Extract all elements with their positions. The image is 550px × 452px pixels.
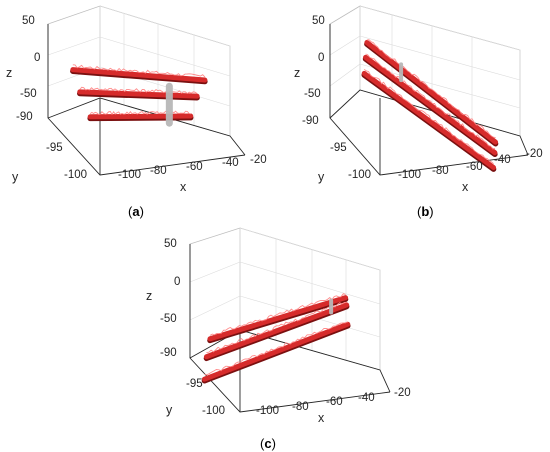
panel-b-xtick--80: -80 bbox=[432, 165, 449, 177]
panel-c-ztick--50: -50 bbox=[160, 313, 177, 325]
panel-c-caption: (c) bbox=[260, 436, 276, 451]
panel-b-xtick--20: -20 bbox=[526, 148, 543, 160]
panel-c-ytick--95: -95 bbox=[186, 378, 203, 390]
panel-b: 50 0 -50 -90 -95 -100 -100 -80 -60 -40 -… bbox=[294, 5, 543, 219]
panel-a-rod-1 bbox=[70, 67, 208, 83]
panel-a-rod-2-texture bbox=[79, 86, 198, 95]
panel-a-xtick--80: -80 bbox=[150, 165, 167, 177]
panel-a-caption: (a) bbox=[128, 204, 144, 219]
panel-b-xtick--100: -100 bbox=[398, 169, 421, 181]
panel-c-xtick--20: -20 bbox=[394, 387, 411, 399]
panel-a-xtick--60: -60 bbox=[186, 161, 203, 173]
panel-a-rod-3-texture bbox=[89, 110, 191, 116]
panel-c-xlabel: x bbox=[318, 411, 325, 425]
panel-b-rod-1 bbox=[364, 39, 499, 145]
panel-b-xtick--60: -60 bbox=[466, 161, 483, 173]
panel-b-caption: (b) bbox=[417, 204, 434, 219]
panel-c-xtick--40: -40 bbox=[358, 392, 375, 404]
panel-b-rod-3-texture bbox=[363, 68, 494, 165]
panel-b-rod-2-texture bbox=[365, 53, 495, 150]
panel-c-caption-letter: c bbox=[264, 436, 271, 451]
panel-b-xtick--40: -40 bbox=[494, 154, 511, 166]
panel-c-rod-3 bbox=[201, 321, 351, 382]
panel-b-ytick--100: -100 bbox=[348, 169, 371, 181]
panel-c-xtick--100: -100 bbox=[256, 405, 279, 417]
panel-a-ztick-0: 0 bbox=[34, 52, 40, 64]
panel-c-axes-box bbox=[189, 227, 391, 413]
panel-c-ytick--100: -100 bbox=[202, 405, 225, 417]
panel-c-rods bbox=[201, 293, 351, 384]
panel-c-ytick--90: -90 bbox=[160, 347, 177, 359]
panel-c-rod-2 bbox=[203, 302, 350, 360]
panel-c-rod-2-texture bbox=[206, 301, 347, 354]
panel-c-ylabel: y bbox=[166, 403, 173, 417]
panel-a-zlabel: z bbox=[6, 66, 12, 80]
panel-a-xtick--100: -100 bbox=[118, 169, 141, 181]
panel-c-rod-1-texture bbox=[209, 293, 346, 336]
panel-b-ztick--50: -50 bbox=[304, 88, 321, 100]
panel-a-ytick--90: -90 bbox=[16, 111, 33, 123]
panel-c-xtick--80: -80 bbox=[292, 401, 309, 413]
panel-b-rod-3 bbox=[361, 70, 497, 170]
panel-a-ztick-50: 50 bbox=[22, 15, 35, 27]
panel-b-ytick--95: -95 bbox=[330, 142, 347, 154]
panel-c-tick-labels: 50 0 -50 -90 -95 -100 -100 -80 -60 -40 -… bbox=[146, 238, 411, 425]
panel-a-caption-letter: a bbox=[132, 204, 140, 219]
panel-a-rod-1-texture bbox=[72, 64, 206, 78]
panel-c-zlabel: z bbox=[146, 289, 152, 303]
panel-b-xlabel: x bbox=[462, 180, 469, 194]
panel-b-zlabel: z bbox=[294, 66, 300, 80]
panel-c-ztick-50: 50 bbox=[164, 238, 177, 250]
panel-c: 50 0 -50 -90 -95 -100 -100 -80 -60 -40 -… bbox=[146, 227, 411, 451]
panel-b-rod-1-texture bbox=[366, 39, 496, 139]
panel-a-rod-2 bbox=[77, 89, 200, 99]
panel-c-rod-1 bbox=[207, 295, 349, 342]
panel-a-xtick--40: -40 bbox=[222, 157, 239, 169]
panel-a-rods bbox=[70, 64, 208, 127]
panel-b-rods bbox=[361, 39, 499, 172]
panel-a-tick-labels: 50 0 -50 -90 -95 -100 -100 -80 -60 -40 -… bbox=[6, 15, 267, 194]
panel-b-ztick-50: 50 bbox=[312, 15, 325, 27]
panel-a: 50 0 -50 -90 -95 -100 -100 -80 -60 -40 -… bbox=[6, 5, 267, 219]
panel-a-ztick--50: -50 bbox=[20, 88, 37, 100]
panel-c-xtick--60: -60 bbox=[326, 396, 343, 408]
panel-a-xtick--20: -20 bbox=[250, 154, 267, 166]
panel-b-tick-labels: 50 0 -50 -90 -95 -100 -100 -80 -60 -40 -… bbox=[294, 15, 543, 194]
panel-b-rod-2 bbox=[363, 54, 498, 156]
panel-b-ylabel: y bbox=[318, 170, 325, 184]
panel-a-ytick--100: -100 bbox=[64, 169, 87, 181]
panel-c-ztick-0: 0 bbox=[174, 276, 180, 288]
panel-a-rod-3 bbox=[87, 113, 194, 120]
panel-a-ylabel: y bbox=[12, 170, 19, 184]
panel-b-ztick-0: 0 bbox=[318, 52, 324, 64]
panel-c-rod-3-texture bbox=[204, 321, 348, 376]
panel-a-xlabel: x bbox=[180, 180, 187, 194]
panel-b-ytick--90: -90 bbox=[302, 115, 319, 127]
panel-a-axes-box bbox=[47, 5, 246, 176]
panel-b-caption-letter: b bbox=[421, 204, 429, 219]
panel-a-ytick--95: -95 bbox=[46, 142, 63, 154]
